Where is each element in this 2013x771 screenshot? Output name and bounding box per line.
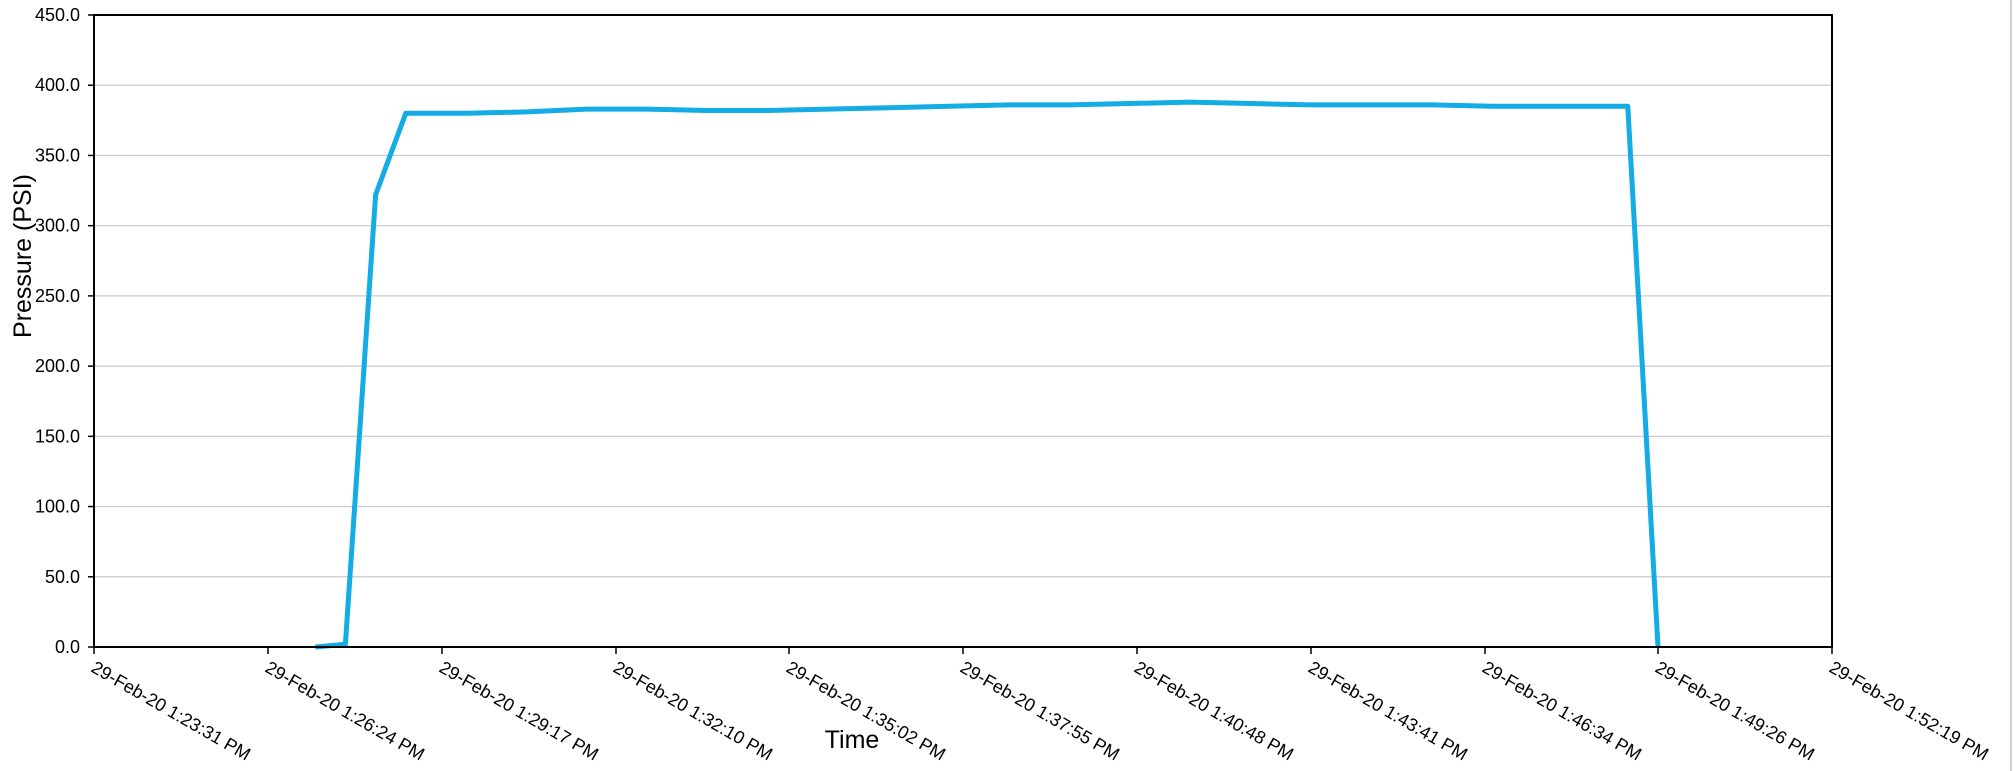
plot-frame — [93, 14, 1833, 648]
x-axis-ticks: 29-Feb-20 1:23:31 PM 29-Feb-20 1:26:24 PM… — [88, 647, 1992, 765]
window-edge — [2010, 0, 2012, 771]
grid-lines — [94, 84, 1832, 578]
series-line-pressure — [315, 99, 1661, 650]
y-tick-label: 0.0 — [55, 637, 80, 657]
x-tick-label: 29-Feb-20 1:46:34 PM — [1479, 657, 1645, 764]
y-tick-label: 250.0 — [35, 286, 80, 306]
x-tick-label: 29-Feb-20 1:49:26 PM — [1652, 657, 1818, 764]
y-tick-label: 450.0 — [35, 5, 80, 25]
x-tick-label: 29-Feb-20 1:43:41 PM — [1305, 657, 1471, 764]
y-axis-ticks: 0.0 50.0 100.0 150.0 200.0 250.0 300.0 350.0 400… — [35, 5, 94, 657]
x-tick-label: 29-Feb-20 1:37:55 PM — [957, 657, 1123, 764]
y-tick-label: 50.0 — [45, 567, 80, 587]
y-tick-label: 300.0 — [35, 216, 80, 236]
y-tick-label: 350.0 — [35, 145, 80, 165]
y-tick-label: 400.0 — [35, 75, 80, 95]
x-tick-label: 29-Feb-20 1:32:10 PM — [610, 657, 776, 764]
x-tick-label: 29-Feb-20 1:26:24 PM — [262, 657, 428, 764]
y-tick-label: 200.0 — [35, 356, 80, 376]
x-tick-label: 29-Feb-20 1:40:48 PM — [1131, 657, 1297, 764]
x-tick-label: 29-Feb-20 1:52:19 PM — [1826, 657, 1992, 764]
y-tick-label: 150.0 — [35, 426, 80, 446]
x-tick-label: 29-Feb-20 1:29:17 PM — [436, 657, 602, 764]
y-axis-title: Pressure (PSI) — [9, 174, 37, 338]
y-tick-label: 100.0 — [35, 497, 80, 517]
series-layer — [315, 99, 1661, 650]
x-axis-title: Time — [825, 726, 880, 754]
x-tick-label: 29-Feb-20 1:23:31 PM — [88, 657, 254, 764]
